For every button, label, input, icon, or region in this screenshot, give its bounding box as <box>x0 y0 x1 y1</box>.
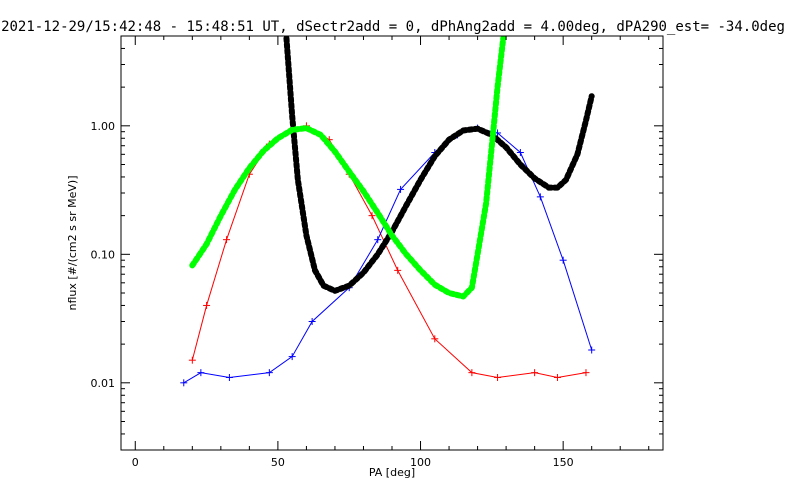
y-axis-label: nflux [#/(cm2 s sr MeV)] <box>66 176 79 311</box>
series-1-point <box>188 356 196 364</box>
series-2-point <box>225 373 233 381</box>
y-axis: 0.01 0.10 1.00 <box>91 35 663 451</box>
x-tick-label: 150 <box>553 456 574 469</box>
series-2-line <box>183 127 593 384</box>
series-2-point <box>559 256 567 264</box>
x-tick-label: 50 <box>271 456 285 469</box>
series-1-point <box>368 212 376 220</box>
black-fit-curve <box>283 36 595 294</box>
series-1-point <box>553 373 561 381</box>
series-1-point <box>582 369 590 377</box>
series-2-point <box>516 148 524 156</box>
series-2-point <box>397 185 405 193</box>
plot-area <box>180 36 596 387</box>
x-tick-label: 100 <box>410 456 431 469</box>
series-2-point <box>265 369 273 377</box>
plot-frame <box>120 35 664 451</box>
y-tick-label: 1.00 <box>91 120 116 133</box>
y-tick-label: 0.10 <box>91 248 116 261</box>
chart-title: 2021-12-29/15:42:48 - 15:48:51 UT, dSect… <box>1 19 785 35</box>
series-1-point <box>431 335 439 343</box>
series-1-point <box>468 369 476 377</box>
series-2-point <box>180 379 188 387</box>
series-2-point <box>536 193 544 201</box>
series-1-point <box>494 373 502 381</box>
series-2-point <box>588 346 596 354</box>
y-tick-label: 0.01 <box>91 377 116 390</box>
x-axis: 0 50 100 150 <box>132 36 650 469</box>
series-1-point <box>394 266 402 274</box>
series-2-point <box>374 236 382 244</box>
series-1-point <box>203 301 211 309</box>
series-1-point <box>223 236 231 244</box>
x-tick-label: 0 <box>132 456 139 469</box>
series-2-point <box>197 369 205 377</box>
series-2-point <box>288 353 296 361</box>
series-2-point <box>308 318 316 326</box>
x-axis-label: PA [deg] <box>369 466 415 479</box>
green-fit-curve <box>189 36 507 300</box>
plot-content <box>180 36 596 387</box>
series-1-point <box>531 369 539 377</box>
